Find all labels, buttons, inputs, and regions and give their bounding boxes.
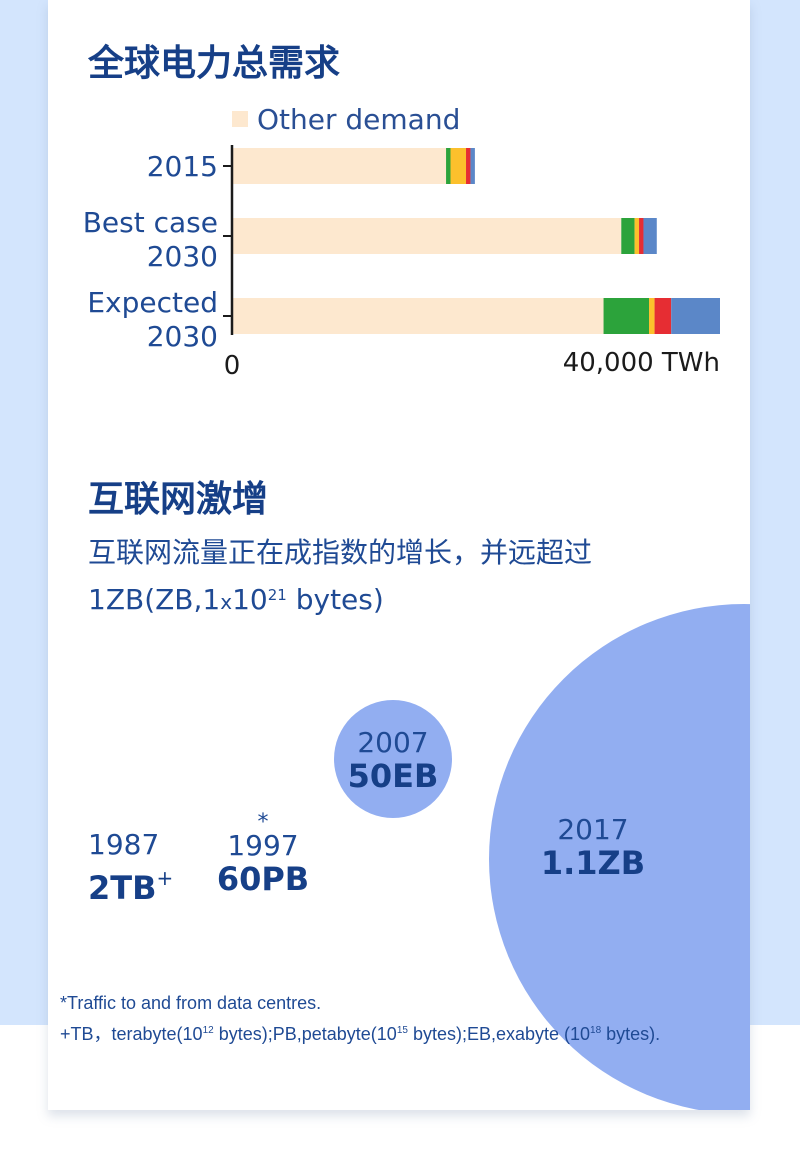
bar-segment	[446, 148, 451, 184]
value-1997: 60PB	[216, 860, 310, 898]
bar-segment	[634, 218, 640, 254]
footnote-tb-exp: 12	[202, 1025, 214, 1036]
bar-segment	[450, 148, 467, 184]
year-2017: 2017	[557, 813, 629, 846]
infographic-card: 全球电力总需求 Other demand 2015 Best case 2030 Exp…	[48, 0, 750, 1110]
year-1997: 1997	[227, 829, 299, 862]
footnote-eb-exp: 18	[590, 1025, 602, 1036]
bar-segment	[470, 148, 475, 184]
bar-segment	[232, 218, 622, 254]
description-exponent: 21	[267, 586, 287, 604]
description-base: 10	[232, 583, 268, 616]
electricity-demand-title: 全球电力总需求	[88, 43, 341, 84]
bar-segment	[671, 298, 720, 334]
value-1987: 2TB	[88, 869, 157, 907]
category-label: 2030	[147, 240, 218, 273]
data-point-1997: * 1997 60PB	[210, 810, 316, 898]
bubble-label-2017: 2017 1.1ZB	[498, 813, 688, 882]
category-label: Expected	[87, 286, 218, 319]
bar-segment	[232, 148, 447, 184]
year-1987: 1987	[88, 828, 160, 861]
bar-segment	[643, 218, 657, 254]
footnote-bytes: bytes).	[601, 1024, 661, 1044]
internet-surge-description: 互联网流量正在成指数的增长，并远超过 1ZB(ZB,1x1021 bytes)	[88, 532, 738, 623]
bar-segment	[654, 298, 672, 334]
footnote-units: +TB，terabyte(1012 bytes);PB,petabyte(101…	[60, 1017, 750, 1048]
bar-segment	[649, 298, 655, 334]
bubble-2007	[334, 700, 452, 818]
category-label: 2015	[147, 150, 218, 183]
legend-label-other-demand: Other demand	[257, 103, 460, 136]
bar-segment	[466, 148, 471, 184]
description-value: 1ZB(ZB,1	[88, 583, 221, 616]
x-tick-label-max: 40,000 TWh	[563, 348, 720, 378]
bar-segment	[232, 298, 604, 334]
footnote-traffic: *Traffic to and from data centres.	[60, 993, 322, 1013]
value-2007: 50EB	[347, 757, 439, 795]
bar-segment	[621, 218, 635, 254]
footnotes: *Traffic to and from data centres. +TB，t…	[60, 990, 750, 1048]
year-2007: 2007	[357, 726, 429, 759]
description-unit: bytes)	[295, 583, 384, 616]
category-label: Best case	[83, 206, 218, 239]
footnote-pb-exp: 15	[396, 1025, 408, 1036]
value-1987-row: 2TB+	[88, 860, 208, 906]
plus-mark: +	[156, 866, 174, 890]
bar-segment	[603, 298, 650, 334]
footnote-pb: bytes);PB,petabyte(10	[213, 1024, 397, 1044]
legend-swatch-other-demand	[232, 111, 248, 127]
bar-segment	[639, 218, 644, 254]
asterisk-mark: *	[257, 810, 269, 835]
x-tick-label-min: 0	[224, 351, 241, 381]
description-main: 互联网流量正在成指数的增长，并远超过	[88, 536, 593, 569]
description-times: x	[220, 590, 233, 614]
internet-surge-title: 互联网激增	[88, 479, 269, 520]
category-label: 2030	[147, 320, 218, 353]
data-point-1987: 1987 2TB+	[88, 828, 208, 907]
bubble-label-2007: 2007 50EB	[334, 726, 452, 795]
value-2017: 1.1ZB	[540, 844, 646, 882]
footnote-eb: bytes);EB,exabyte (10	[407, 1024, 591, 1044]
footnote-tb: +TB，terabyte(10	[60, 1024, 203, 1044]
